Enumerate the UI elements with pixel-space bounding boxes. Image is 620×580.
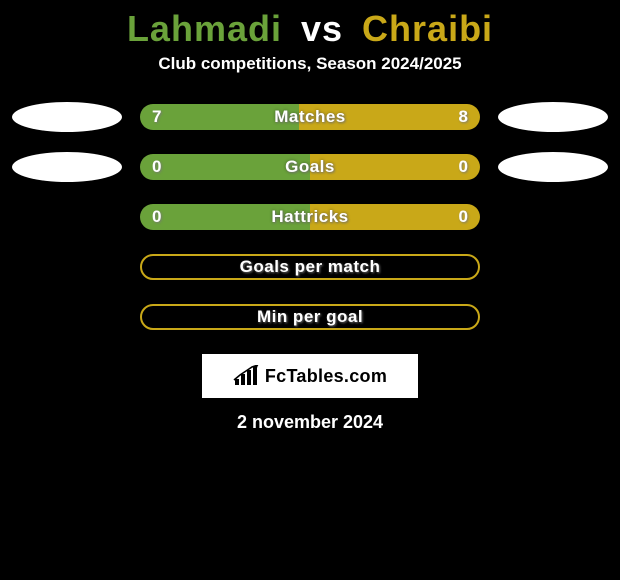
stat-label: Min per goal xyxy=(257,307,363,327)
stat-bar: 0 0 Goals xyxy=(140,154,480,180)
stat-value-right: 0 xyxy=(459,157,468,177)
player1-ellipse xyxy=(12,152,122,182)
stat-label: Goals per match xyxy=(240,257,381,277)
stat-bar: Min per goal xyxy=(140,304,480,330)
stat-value-right: 0 xyxy=(459,207,468,227)
player1-name: Lahmadi xyxy=(127,8,282,49)
stat-value-right: 8 xyxy=(459,107,468,127)
stat-value-left: 7 xyxy=(152,107,161,127)
watermark-text: FcTables.com xyxy=(265,366,387,387)
player2-ellipse xyxy=(498,152,608,182)
stat-label: Goals xyxy=(285,157,335,177)
stat-bar: Goals per match xyxy=(140,254,480,280)
datestamp: 2 november 2024 xyxy=(0,412,620,433)
stat-row: 0 0 Hattricks xyxy=(0,202,620,232)
subtitle: Club competitions, Season 2024/2025 xyxy=(0,54,620,74)
bar-chart-icon xyxy=(233,365,259,387)
player2-name: Chraibi xyxy=(362,8,493,49)
stat-row: Goals per match xyxy=(0,252,620,282)
stat-rows: 7 8 Matches 0 0 Goals 0 0 Hattricks Goals per mat… xyxy=(0,102,620,332)
stat-value-left: 0 xyxy=(152,157,161,177)
stat-row: 7 8 Matches xyxy=(0,102,620,132)
stat-bar: 0 0 Hattricks xyxy=(140,204,480,230)
stat-bar: 7 8 Matches xyxy=(140,104,480,130)
stat-label: Matches xyxy=(274,107,346,127)
player2-ellipse xyxy=(498,102,608,132)
watermark: FcTables.com xyxy=(202,354,418,398)
player1-ellipse xyxy=(12,102,122,132)
stat-label: Hattricks xyxy=(271,207,348,227)
comparison-title: Lahmadi vs Chraibi xyxy=(0,0,620,54)
stat-row: 0 0 Goals xyxy=(0,152,620,182)
vs-text: vs xyxy=(301,8,343,49)
stat-value-left: 0 xyxy=(152,207,161,227)
stat-row: Min per goal xyxy=(0,302,620,332)
